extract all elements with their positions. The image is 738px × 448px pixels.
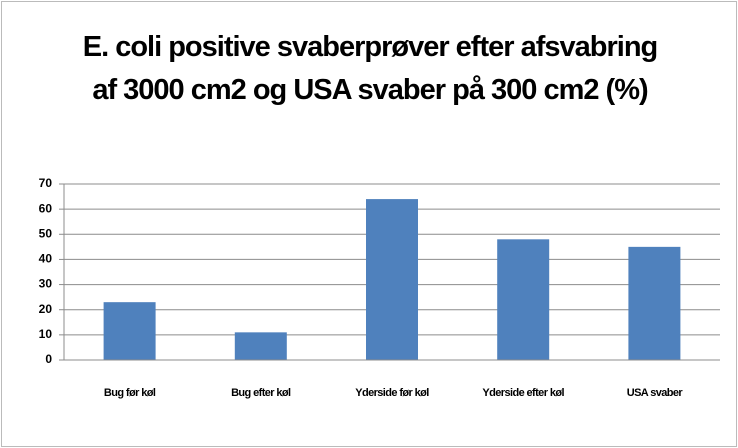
y-tick-label: 10 (39, 327, 53, 341)
x-tick-label: Yderside før køl (355, 387, 429, 399)
y-tick-label: 50 (39, 226, 53, 240)
x-tick-label: Bug før køl (103, 387, 156, 399)
chart-title: E. coli positive svaberprøver efter afsv… (82, 31, 659, 106)
y-tick-label: 70 (39, 176, 53, 190)
y-tick-label: 0 (45, 352, 52, 366)
bar (366, 199, 418, 360)
x-tick-label: Bug efter køl (231, 387, 291, 399)
y-tick-label: 60 (39, 201, 53, 215)
bar (103, 302, 156, 360)
y-tick-label: 20 (39, 302, 53, 316)
x-tick-label: Yderside efter køl (482, 387, 564, 399)
bar (234, 332, 287, 360)
y-tick-label: 30 (39, 277, 53, 291)
x-tick-label: USA svaber (626, 387, 683, 399)
bar (628, 246, 681, 360)
y-tick-label: 40 (39, 252, 53, 266)
bar (497, 239, 550, 360)
